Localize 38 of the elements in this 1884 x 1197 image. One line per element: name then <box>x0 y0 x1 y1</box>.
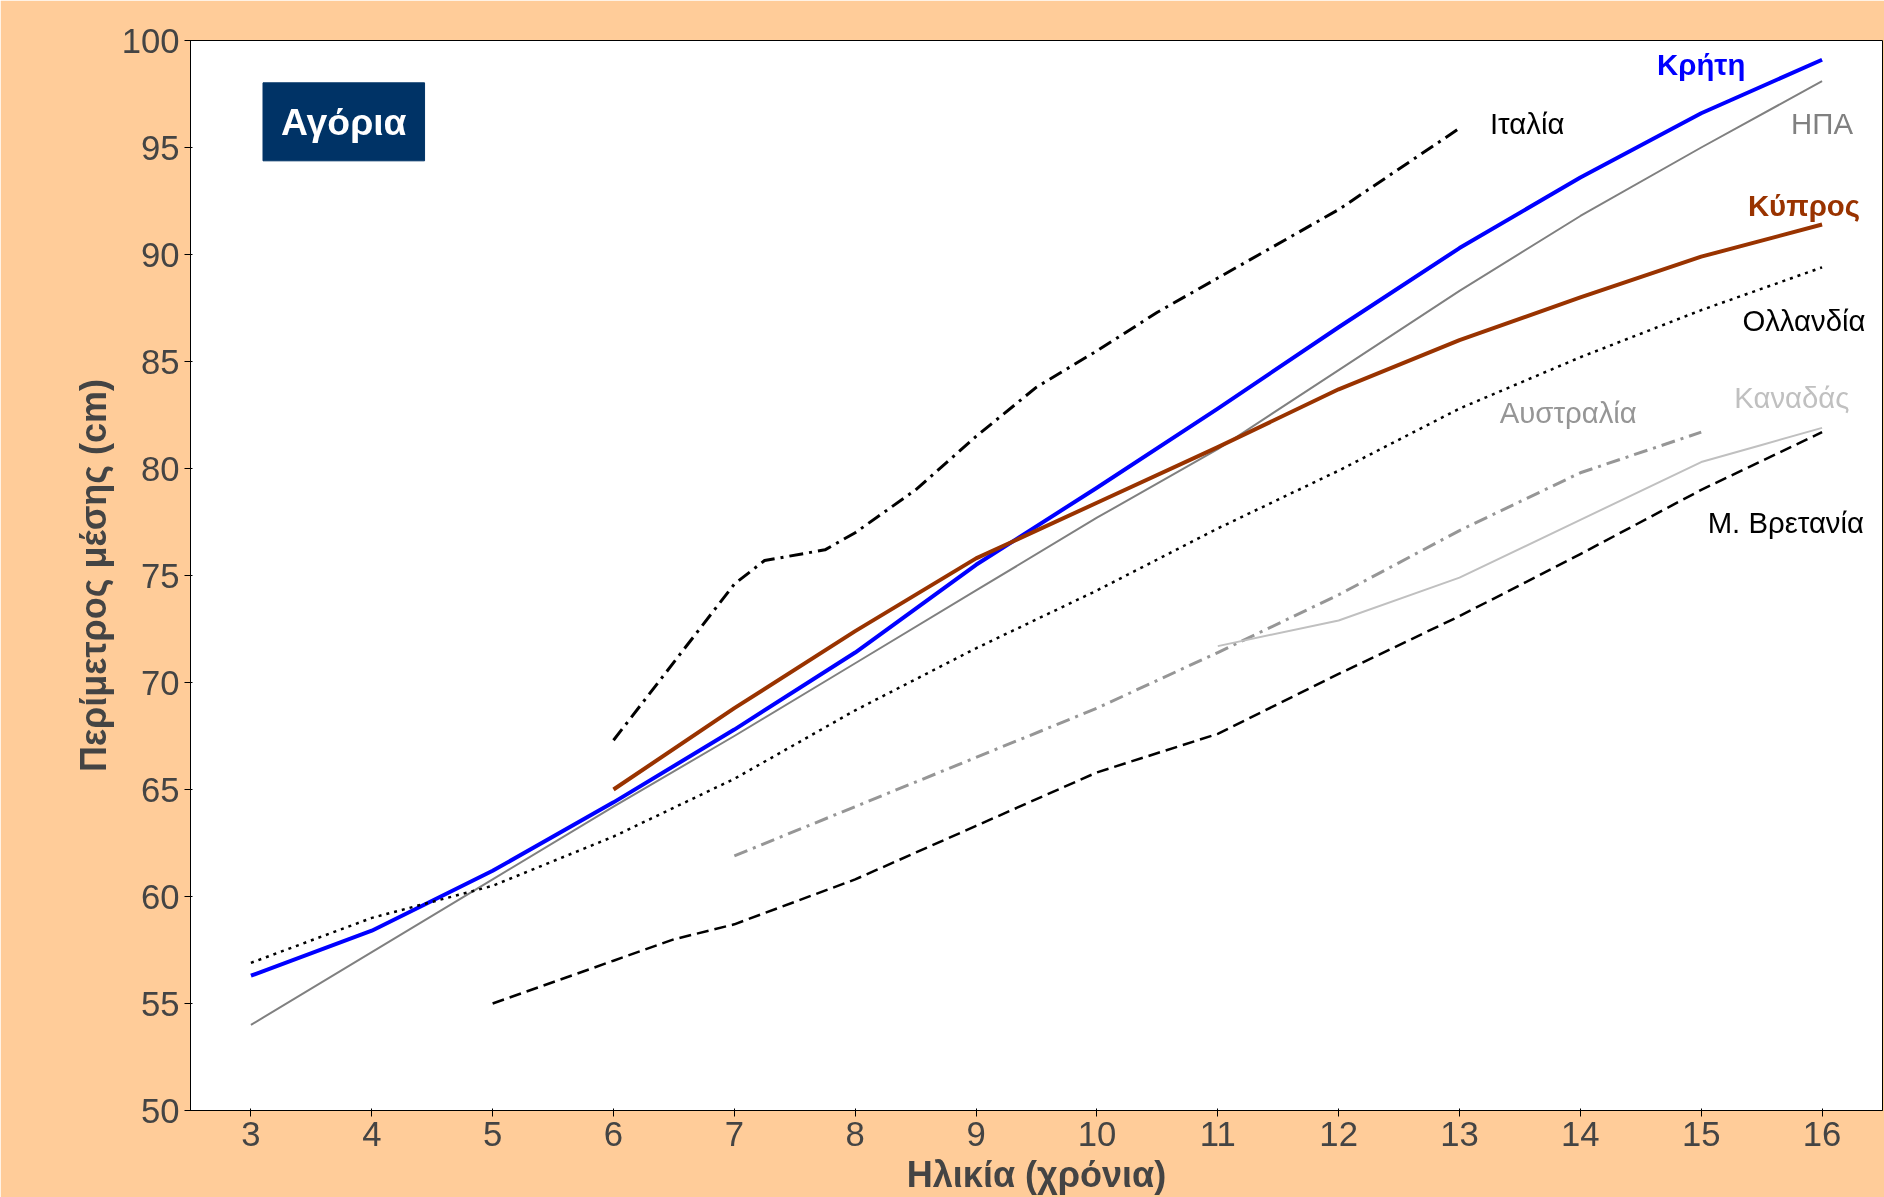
line-series <box>612 126 1461 742</box>
series-label: Κρήτη <box>1657 47 1746 81</box>
x-tick-label: 8 <box>845 1114 865 1153</box>
y-tick-label: 95 <box>140 128 180 167</box>
x-tick-label: 15 <box>1681 1114 1721 1153</box>
x-tick-label: 12 <box>1319 1114 1358 1153</box>
y-tick-label: 50 <box>140 1091 180 1130</box>
x-tick-label: 6 <box>603 1114 624 1153</box>
series-label: ΗΠΑ <box>1791 107 1854 141</box>
y-tick-label: 70 <box>140 663 180 702</box>
y-axis-title: Περίμετρος μέσης (cm) <box>72 378 114 773</box>
x-tick-label: 10 <box>1077 1114 1117 1153</box>
series-label: Αυστραλία <box>1499 396 1637 430</box>
y-tick-label: 55 <box>140 984 180 1023</box>
y-tick-label: 75 <box>140 556 180 595</box>
y-tick-label: 90 <box>140 235 180 274</box>
x-tick-label: 7 <box>724 1114 744 1153</box>
y-tick-label: 100 <box>121 21 180 60</box>
x-tick-label: 5 <box>483 1114 503 1153</box>
y-tick-label: 80 <box>140 449 180 488</box>
x-tick-label: 16 <box>1802 1114 1842 1153</box>
x-tick-label: 14 <box>1561 1114 1600 1153</box>
series-label: Μ. Βρετανία <box>1707 505 1865 539</box>
x-tick-label: 3 <box>241 1114 261 1153</box>
text: Αγόρια <box>281 100 407 143</box>
series-label: Κύπρος <box>1747 188 1860 222</box>
x-tick-label: 4 <box>362 1114 382 1153</box>
y-tick-label: 60 <box>140 877 180 916</box>
x-tick-label: 11 <box>1199 1114 1236 1153</box>
y-tick-label: 65 <box>140 770 180 809</box>
x-axis-title: Ηλικία (χρόνια) <box>906 1153 1167 1195</box>
x-tick-label: 9 <box>966 1114 986 1153</box>
series-label: Ιταλία <box>1489 107 1565 141</box>
series-label: Ολλανδία <box>1742 304 1866 338</box>
x-tick-label: 13 <box>1440 1114 1479 1153</box>
line-series <box>732 430 1703 858</box>
series-label: Καναδάς <box>1734 381 1850 415</box>
y-tick-label: 85 <box>140 342 180 381</box>
